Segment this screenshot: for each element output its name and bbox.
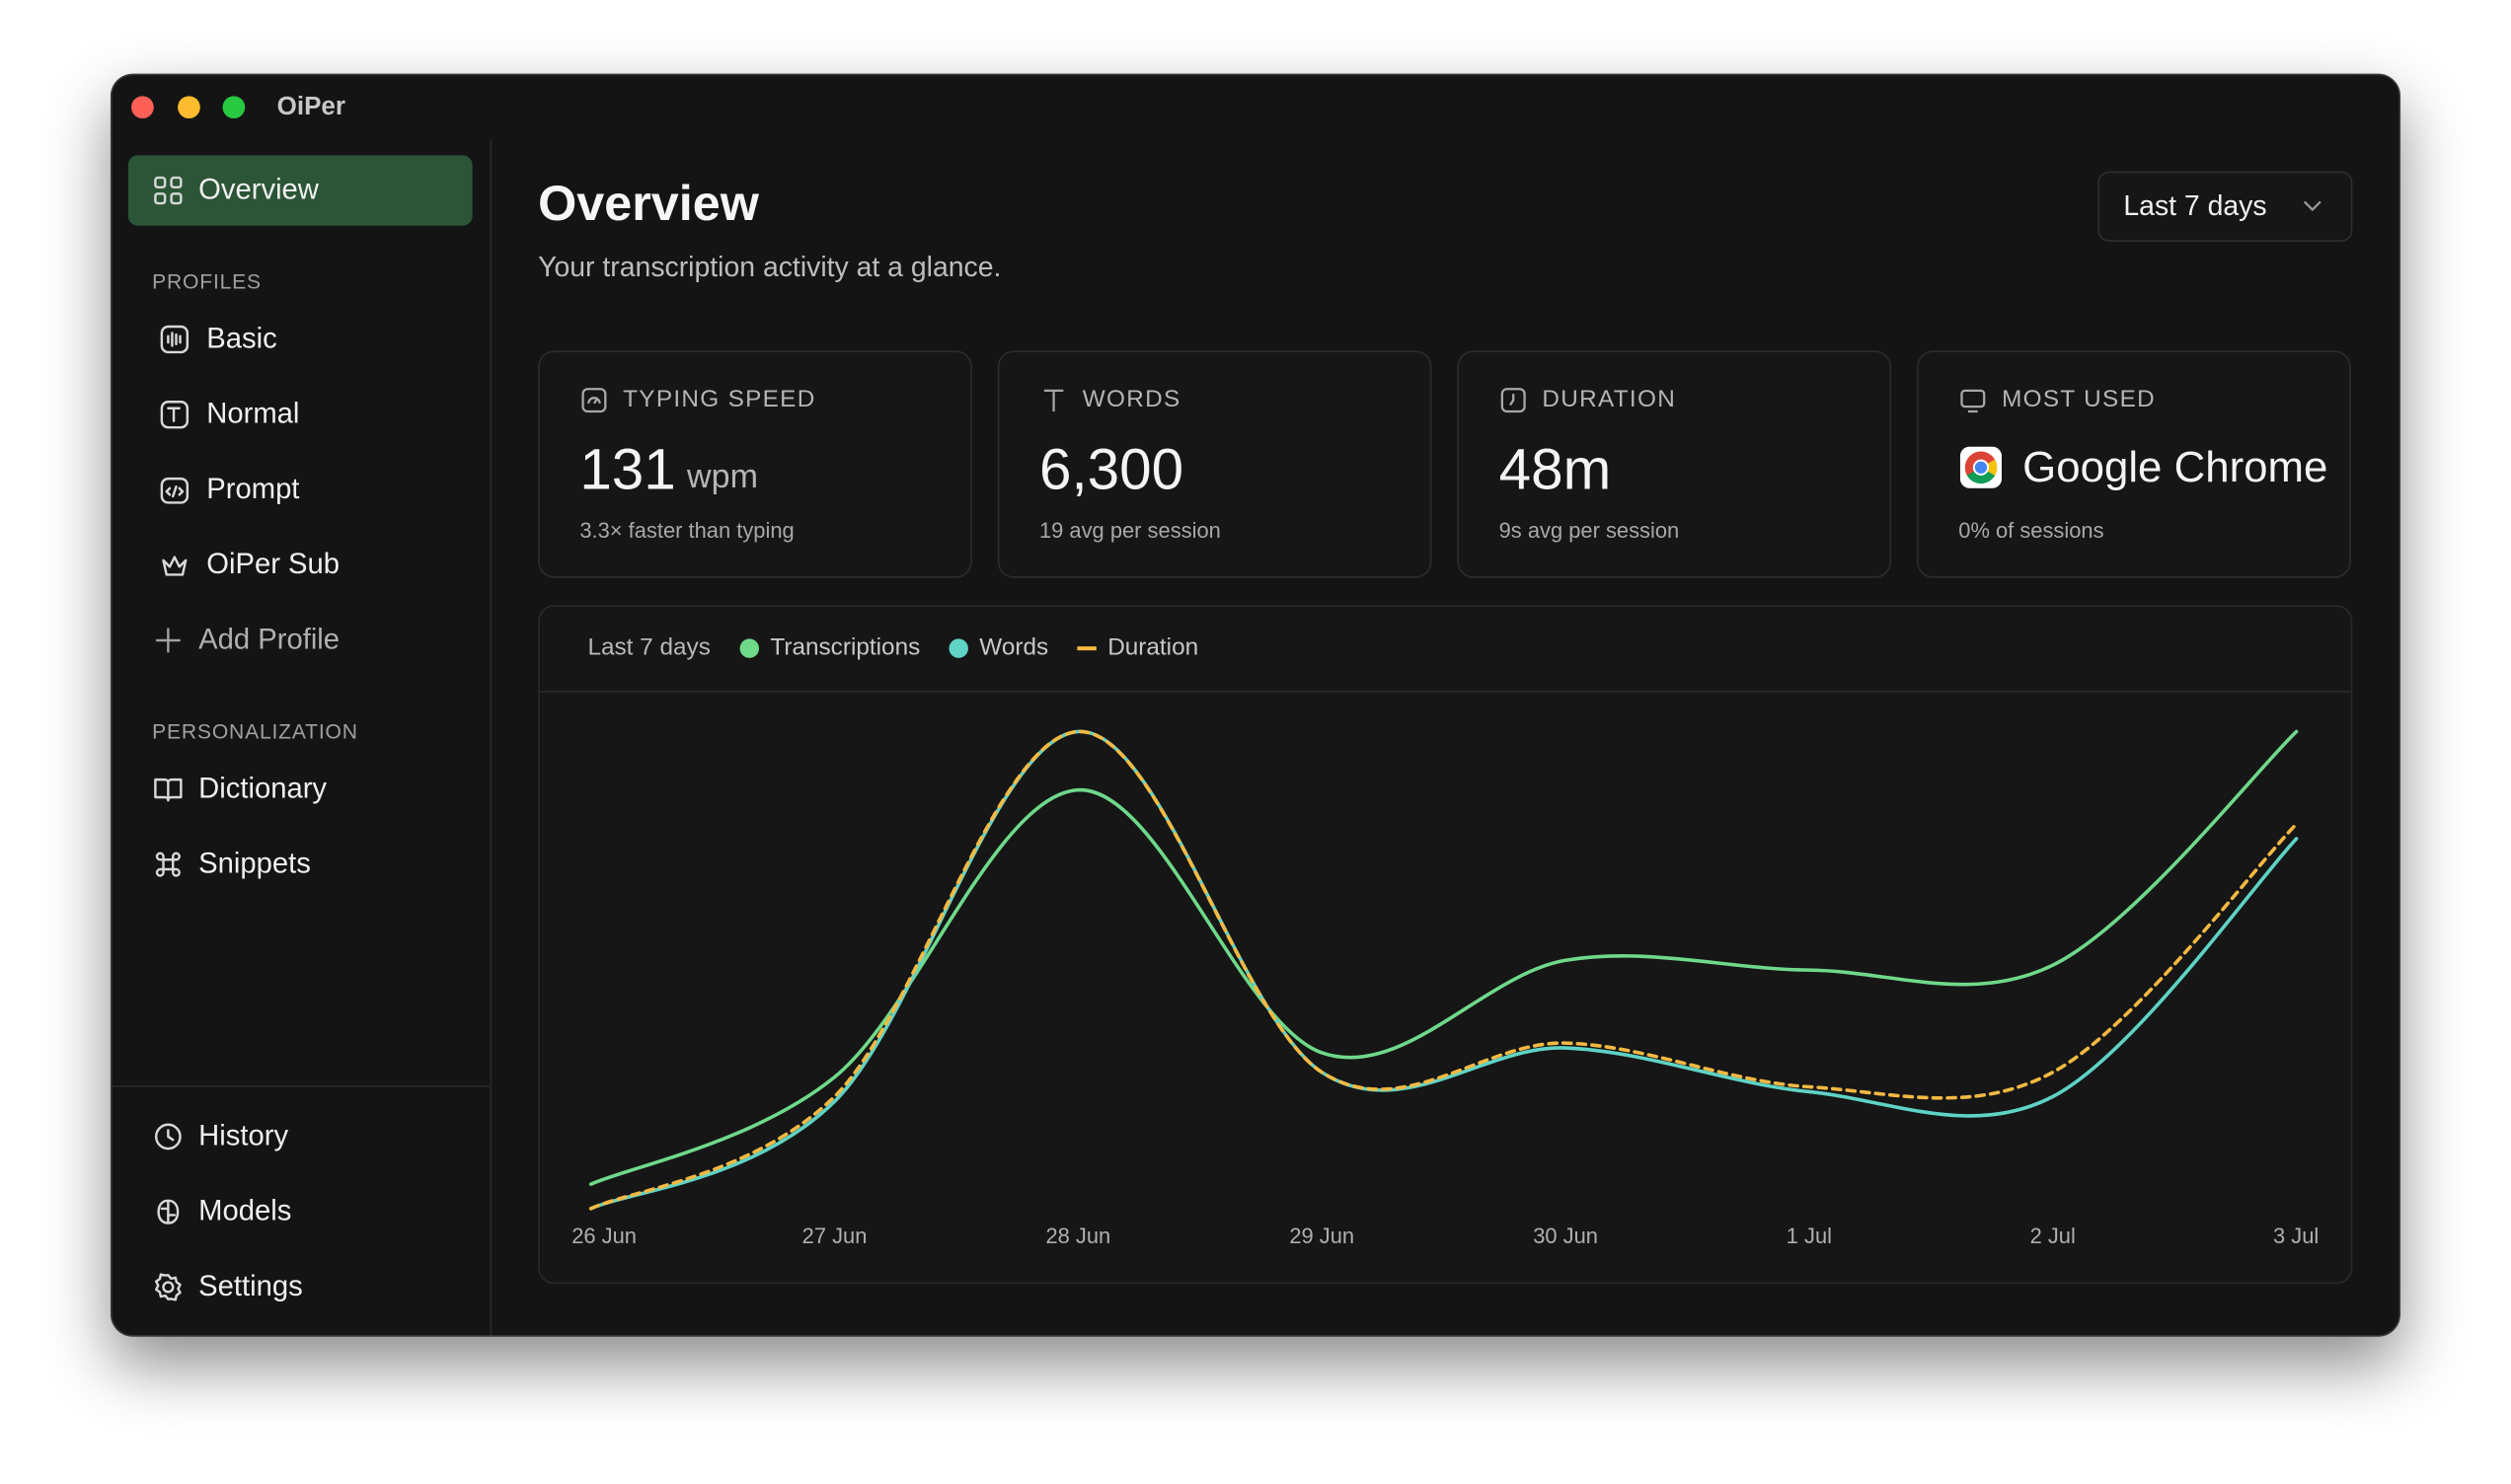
nav-label[interactable]: History (198, 1119, 289, 1151)
section-heading: PROFILES (152, 268, 262, 294)
dropdown-label: Last 7 days (2123, 189, 2267, 222)
stat-note: 9s avg per session (1498, 518, 1680, 543)
stat-value: 131 (579, 435, 676, 502)
icon (160, 325, 190, 354)
stat-card: DURATION 48m 9s avg per session (1457, 350, 1892, 578)
stat-label: DURATION (1542, 386, 1677, 413)
icon (581, 388, 607, 413)
chevron (2303, 200, 2321, 212)
series-line (588, 729, 2299, 1211)
legend-label: Words (979, 634, 1048, 661)
series-line (588, 729, 2299, 1186)
stat-card: WORDS 6,300 19 avg per session (997, 350, 1432, 578)
stat-note: 0% of sessions (1958, 518, 2104, 543)
nav-label[interactable]: Snippets (198, 847, 311, 880)
nav-label[interactable]: Settings (198, 1269, 303, 1302)
add-profile-button[interactable]: Add Profile (198, 623, 341, 655)
stat-value: 48m (1498, 435, 1612, 502)
page-title: Overview (538, 175, 759, 232)
legend-label: Duration (1107, 634, 1198, 661)
x-tick-label: 26 Jun (571, 1224, 637, 1248)
icon (157, 1199, 180, 1224)
stat-value: Google Chrome (2022, 443, 2328, 491)
nav-overview[interactable] (127, 155, 473, 226)
x-tick-label: 29 Jun (1289, 1224, 1354, 1248)
x-tick-label: 27 Jun (802, 1224, 868, 1248)
legend-label: Transcriptions (770, 634, 920, 661)
icon (155, 628, 181, 653)
app-icon (1959, 446, 2003, 488)
stat-note: 3.3× faster than typing (579, 518, 795, 543)
nav-label[interactable]: Models (198, 1194, 292, 1227)
icon (160, 401, 190, 429)
stat-label: TYPING SPEED (623, 386, 816, 413)
icon (154, 1273, 182, 1301)
icon (160, 477, 190, 504)
divider (112, 1085, 491, 1087)
nav-label[interactable]: OiPer Sub (206, 548, 341, 580)
nav-label[interactable]: Prompt (206, 472, 300, 505)
icon (154, 1123, 182, 1150)
nav-label[interactable]: Dictionary (198, 772, 328, 804)
nav-label[interactable]: Basic (206, 322, 277, 354)
icon (1043, 389, 1064, 411)
minimize-button[interactable] (178, 96, 200, 119)
x-tick-label: 1 Jul (1787, 1224, 1832, 1248)
sidebar (113, 139, 493, 1336)
traffic-lights (131, 96, 246, 119)
page-subtitle: Your transcription activity at a glance. (538, 250, 1002, 283)
stat-label: MOST USED (2002, 386, 2156, 413)
stat-card: MOST USED Google Chrome 0% of sessions (1917, 350, 2351, 578)
window-title: OiPer (276, 93, 345, 121)
icon (1500, 388, 1526, 413)
range-dropdown[interactable]: Last 7 days (2097, 171, 2353, 242)
legend-swatch (739, 638, 760, 658)
stat-card: TYPING SPEED 131 wpm 3.3× faster than ty… (538, 350, 972, 578)
app-window: OiPer Overview PROFILES Basic Normal Pro… (110, 73, 2401, 1337)
chart: Last 7 days Transcriptions Words Duration 2… (539, 634, 2353, 1248)
nav-label[interactable]: Overview (198, 173, 319, 206)
chart-panel (538, 605, 2353, 1285)
x-tick-label: 30 Jun (1533, 1224, 1598, 1248)
x-tick-label: 3 Jul (2273, 1224, 2319, 1248)
icon (155, 852, 181, 877)
stat-label: WORDS (1082, 386, 1181, 413)
stat-value: 6,300 (1038, 435, 1184, 502)
x-tick-label: 28 Jun (1046, 1224, 1111, 1248)
stat-unit: wpm (687, 458, 758, 495)
icon (154, 778, 183, 802)
icon (1960, 389, 1986, 413)
section-heading: PERSONALIZATION (152, 718, 358, 744)
chart-range: Last 7 days (587, 634, 710, 661)
x-tick-label: 2 Jul (2030, 1224, 2076, 1248)
icon (162, 556, 188, 576)
nav-label[interactable]: Normal (206, 397, 300, 430)
legend-swatch (949, 638, 968, 658)
zoom-button[interactable] (222, 96, 246, 119)
icon (154, 176, 183, 205)
close-button[interactable] (131, 96, 154, 119)
stat-note: 19 avg per session (1038, 518, 1221, 543)
